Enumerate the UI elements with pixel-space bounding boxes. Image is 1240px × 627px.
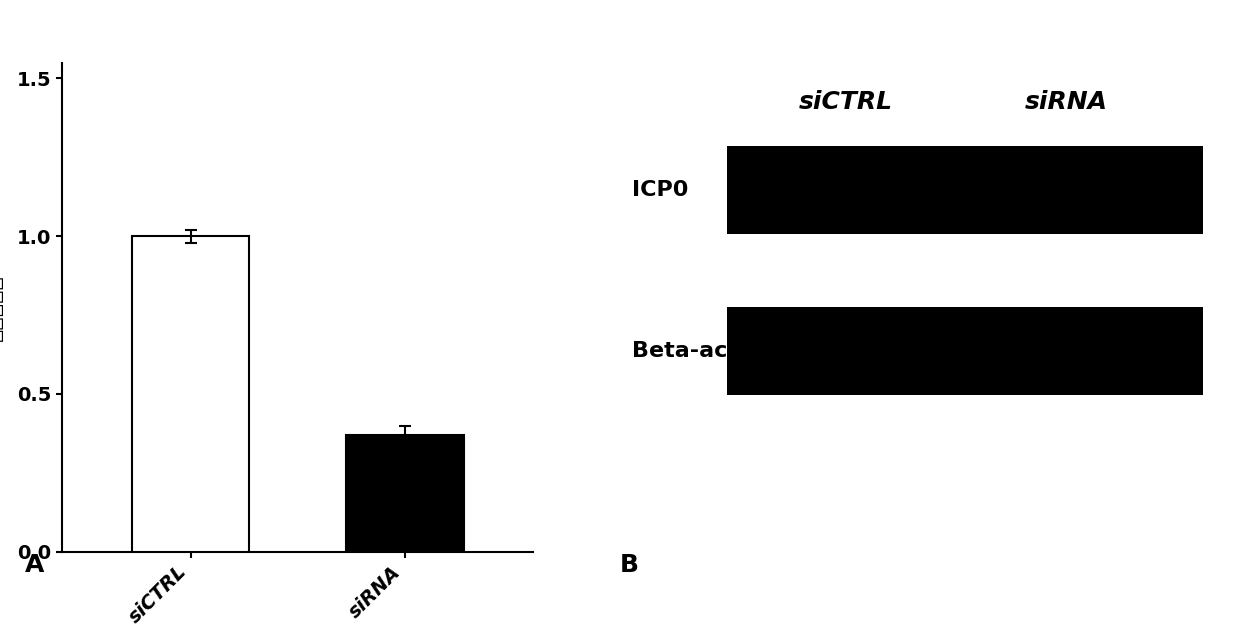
Text: siRNA: siRNA	[1025, 90, 1107, 114]
Text: siCTRL: siCTRL	[799, 90, 893, 114]
Bar	[131, 236, 249, 552]
FancyBboxPatch shape	[727, 307, 1203, 395]
Text: A: A	[25, 553, 45, 577]
Y-axis label: 相对表达量: 相对表达量	[0, 274, 2, 340]
FancyBboxPatch shape	[727, 146, 1203, 234]
Bar	[346, 435, 464, 552]
Text: Beta-actin: Beta-actin	[632, 341, 761, 361]
Text: ICP0: ICP0	[632, 180, 688, 200]
Text: B: B	[620, 553, 639, 577]
